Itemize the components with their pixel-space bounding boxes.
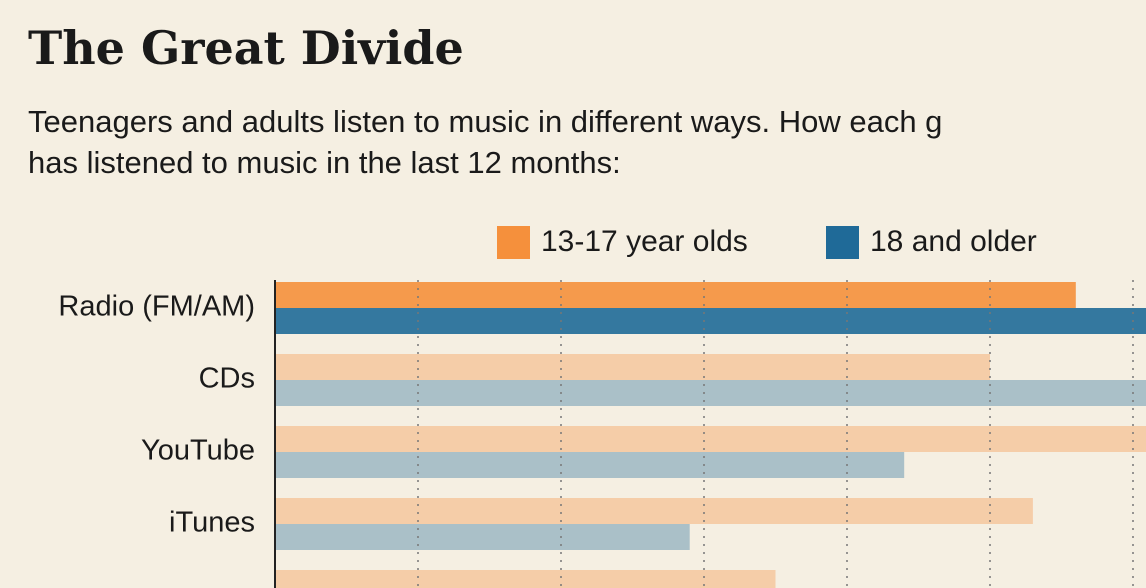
- bar: [275, 570, 776, 588]
- bar: [275, 354, 990, 380]
- category-label: CDs: [199, 363, 255, 395]
- bar: [275, 308, 1146, 334]
- legend-label: 18 and older: [870, 225, 1037, 258]
- subtitle: has listened to music in the last 12 mon…: [28, 145, 621, 180]
- bar: [275, 498, 1033, 524]
- legend-swatch: [497, 226, 530, 259]
- bar: [275, 380, 1146, 406]
- subtitle: Teenagers and adults listen to music in …: [28, 104, 942, 139]
- bar: [275, 524, 690, 550]
- category-label: YouTube: [141, 435, 255, 467]
- bar: [275, 282, 1076, 308]
- legend-swatch: [826, 226, 859, 259]
- chart-title: The Great Divide: [28, 21, 464, 75]
- legend-label: 13-17 year olds: [541, 225, 748, 258]
- category-label: Radio (FM/AM): [58, 291, 255, 323]
- bar: [275, 426, 1146, 452]
- category-label: iTunes: [169, 507, 255, 539]
- plot-area: [275, 282, 1146, 588]
- bar: [275, 452, 905, 478]
